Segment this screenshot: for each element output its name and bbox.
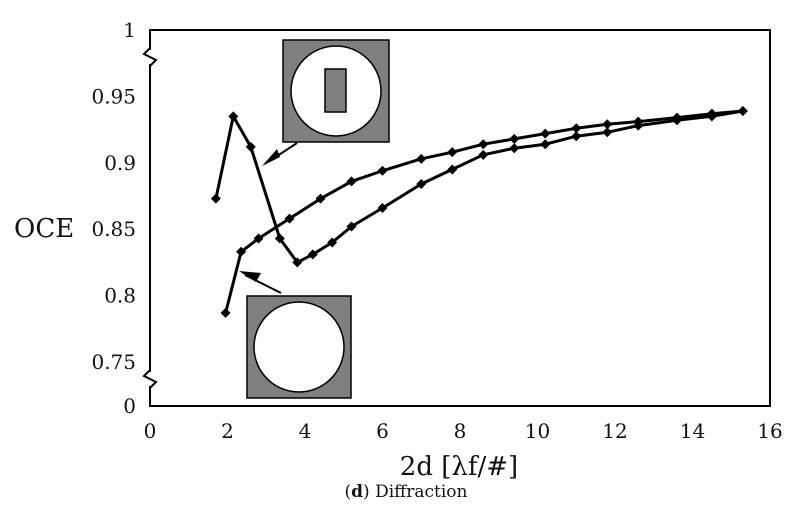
- data-point-circle-with-rectangle-8: [377, 202, 388, 213]
- series-line-circle-with-rectangle: [214, 109, 744, 264]
- x-tick-label-2: 4: [299, 419, 312, 443]
- data-point-circle-with-rectangle-0: [210, 193, 221, 204]
- x-tick-label-5: 10: [525, 419, 550, 443]
- data-point-circle-with-rectangle-12: [509, 143, 520, 154]
- data-point-circle-with-rectangle-3: [274, 233, 285, 244]
- x-tick-label-1: 2: [221, 419, 234, 443]
- insets: [239, 39, 390, 399]
- y-tick-label-2: 0.8: [104, 284, 136, 308]
- data-point-circle-with-rectangle-14: [571, 131, 582, 142]
- inset-circle-with-rectangle: [282, 39, 390, 143]
- data-point-circle-with-rectangle-11: [478, 149, 489, 160]
- arrow-head-bottom: [239, 271, 261, 282]
- x-tick-label-4: 8: [454, 419, 467, 443]
- y-axis-label: OCE: [14, 214, 74, 244]
- inset-circle: [246, 295, 352, 399]
- y-tick-label-6: 1: [123, 18, 136, 42]
- x-tick-label-7: 14: [680, 419, 705, 443]
- data-point-circle-with-rectangle-7: [346, 221, 357, 232]
- x-axis-label: 2d [λf/#]: [400, 452, 518, 482]
- y-tick-label-1: 0.75: [91, 350, 136, 374]
- inset-rectangle: [324, 68, 347, 113]
- data-point-circle-0: [220, 307, 231, 318]
- data-point-circle-2: [253, 233, 264, 244]
- data-point-circle-1: [236, 246, 247, 257]
- data-point-circle-17: [737, 106, 748, 117]
- data-point-circle-3: [284, 213, 295, 224]
- data-point-circle-10: [509, 133, 520, 144]
- figure-caption: (d) Diffraction: [344, 482, 468, 502]
- data-point-circle-with-rectangle-13: [540, 139, 551, 150]
- y-tick-label-0: 0: [123, 394, 136, 418]
- data-point-circle-7: [416, 153, 427, 164]
- data-point-circle-11: [540, 128, 551, 139]
- data-point-circle-with-rectangle-10: [447, 164, 458, 175]
- data-point-circle-14: [633, 116, 644, 127]
- y-tick-labels: 0 0.75 0.8 0.85 0.9 0.95 1: [91, 18, 136, 418]
- arrow-head-top: [262, 149, 280, 166]
- y-tick-label-5: 0.95: [91, 84, 136, 108]
- y-break-mark-top: [142, 47, 158, 67]
- y-break-mark-bottom: [142, 369, 158, 389]
- caption-text: Diffraction: [369, 482, 468, 502]
- data-point-circle-16: [706, 108, 717, 119]
- data-point-circle-6: [377, 165, 388, 176]
- data-point-circle-with-rectangle-1: [228, 111, 239, 122]
- x-tick-label-0: 0: [144, 419, 157, 443]
- y-tick-label-3: 0.85: [91, 217, 136, 241]
- x-tick-labels: 0 2 4 6 8 10 12 14 16: [144, 419, 783, 443]
- data-point-circle-9: [478, 139, 489, 150]
- data-point-circle-8: [447, 147, 458, 158]
- data-point-circle-with-rectangle-4: [292, 257, 303, 268]
- plot-frame: [149, 29, 771, 407]
- data-point-circle-with-rectangle-5: [307, 249, 318, 260]
- data-point-circle-with-rectangle-15: [602, 127, 613, 138]
- x-tick-label-6: 12: [602, 419, 627, 443]
- y-axis-break: [142, 47, 158, 389]
- series-layer: [210, 106, 748, 318]
- series-line-circle: [224, 109, 744, 314]
- data-point-circle-15: [672, 112, 682, 123]
- data-point-circle-with-rectangle-2: [245, 141, 256, 152]
- inset-circle-bottom: [253, 301, 345, 393]
- y-tick-label-4: 0.9: [104, 151, 136, 175]
- caption-letter: d: [351, 482, 364, 502]
- x-tick-label-3: 6: [376, 419, 389, 443]
- data-point-circle-13: [602, 119, 613, 130]
- x-tick-label-8: 16: [757, 419, 782, 443]
- data-point-circle-with-rectangle-6: [327, 237, 338, 248]
- data-point-circle-4: [315, 193, 326, 204]
- data-point-circle-with-rectangle-9: [416, 179, 427, 190]
- data-point-circle-5: [346, 176, 357, 187]
- data-point-circle-12: [571, 123, 582, 134]
